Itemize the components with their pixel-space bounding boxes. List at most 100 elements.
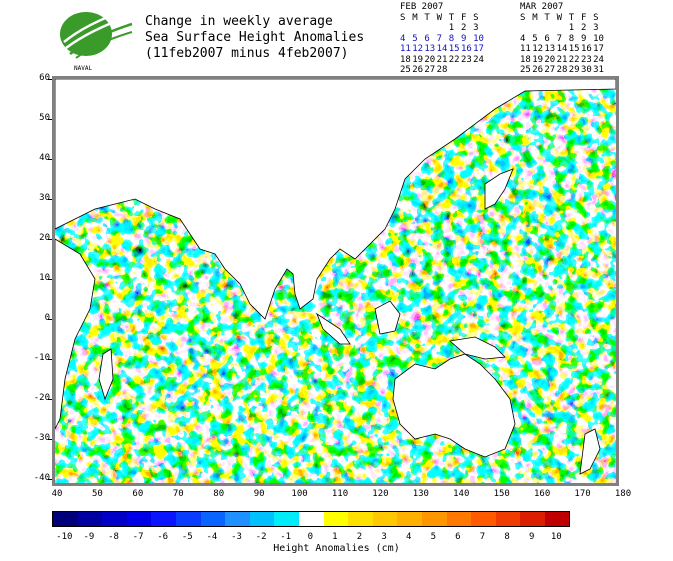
colorbar-swatch xyxy=(102,512,127,526)
longitude-label: 160 xyxy=(534,489,551,499)
latitude-tick xyxy=(48,159,53,160)
colorbar-label: 2 xyxy=(356,532,363,542)
colorbar-label: 4 xyxy=(405,532,412,542)
latitude-label: 40 xyxy=(39,153,50,163)
weekday-label: S xyxy=(593,12,599,23)
weekday-label: F xyxy=(580,12,587,23)
calendar-day xyxy=(520,23,532,34)
colorbar-swatch xyxy=(298,512,324,526)
longitude-label: 130 xyxy=(412,489,429,499)
new-guinea-land xyxy=(449,336,506,360)
eurasia-land xyxy=(55,79,616,320)
calendar-day: 12 xyxy=(412,44,424,54)
weekday-label: S xyxy=(473,12,479,23)
colorbar-label: 8 xyxy=(504,532,510,542)
colorbar-label: 9 xyxy=(528,532,535,542)
colorbar-swatch xyxy=(225,512,250,526)
calendar-day: 26 xyxy=(412,65,424,75)
calendar-day: 28 xyxy=(436,65,448,75)
calendar-day: 23 xyxy=(580,54,592,65)
calendar-day xyxy=(544,23,556,34)
longitude-label: 100 xyxy=(291,489,308,499)
longitude-label: 120 xyxy=(372,489,389,499)
calendar-day xyxy=(412,23,424,34)
calendar-day: 17 xyxy=(593,44,604,54)
colorbar-swatch xyxy=(151,512,176,526)
colorbar-swatch xyxy=(421,512,447,526)
calendar-day: 15 xyxy=(568,44,580,54)
latitude-tick xyxy=(48,119,53,120)
latitude-label: -20 xyxy=(33,393,50,403)
weekday-label: M xyxy=(412,12,418,23)
calendar-day xyxy=(424,23,436,34)
australia-land xyxy=(392,353,516,458)
colorbar-label: 5 xyxy=(430,532,436,542)
latitude-label: -10 xyxy=(33,353,50,363)
colorbar-swatch xyxy=(495,512,521,526)
calendar-day: 24 xyxy=(593,54,604,65)
colorbar-label: -7 xyxy=(132,532,144,542)
calendar-day: 19 xyxy=(532,54,544,65)
sumatra-land xyxy=(316,312,351,345)
calendar-day: 2 xyxy=(460,23,467,33)
calendar-day: 11 xyxy=(520,44,531,54)
latitude-tick xyxy=(48,439,53,440)
longitude-label: 70 xyxy=(172,489,184,499)
title-line-2: Sea Surface Height Anomalies xyxy=(145,30,365,45)
calendar-day: 24 xyxy=(473,54,484,65)
colorbar-swatch xyxy=(323,512,349,526)
calendar-day: 26 xyxy=(532,65,544,75)
colorbar-label: -6 xyxy=(157,532,169,542)
longitude-label: 170 xyxy=(574,489,591,499)
new-zealand-land xyxy=(579,428,601,475)
calendar-week: 4 5 6 7 8 9 10 xyxy=(400,34,485,45)
colorbar-label: -10 xyxy=(56,532,73,542)
calendar-feb: FEB 2007 S M T W T F S 1 2 3 4 5 6 7 8 9 10 11 12 13 14 15 16 17… xyxy=(400,2,485,76)
calendar-day: 22 xyxy=(568,54,580,65)
latitude-label: 50 xyxy=(39,113,50,123)
colorbar-swatch xyxy=(126,512,152,526)
colorbar-swatch xyxy=(249,512,275,526)
latitude-tick xyxy=(48,479,53,480)
weekday-label: W xyxy=(436,12,442,23)
calendar-day xyxy=(400,23,412,34)
calendar-day: 3 xyxy=(593,23,599,33)
longitude-label: 80 xyxy=(213,489,225,499)
calendar-day xyxy=(461,65,473,76)
latitude-tick xyxy=(48,279,53,280)
calendar-day: 8 xyxy=(448,33,455,44)
longitude-label: 50 xyxy=(92,489,103,499)
colorbar-swatch xyxy=(348,512,373,526)
weekday-label: T xyxy=(448,12,455,23)
land-masses xyxy=(55,79,616,475)
colorbar-label: -2 xyxy=(255,532,267,542)
calendar-day: 8 xyxy=(568,33,575,44)
colorbar xyxy=(52,511,571,527)
weekday-label: T xyxy=(544,12,550,23)
colorbar-swatch xyxy=(200,512,226,526)
latitude-label: 0 xyxy=(44,313,50,323)
calendar-week: 11 12 13 14 15 16 17 xyxy=(520,44,605,55)
calendar-day: 7 xyxy=(556,33,562,44)
latitude-label: -30 xyxy=(33,433,50,443)
colorbar-label: 6 xyxy=(455,532,461,542)
weekday-label: T xyxy=(424,12,430,23)
calendar-day: 5 xyxy=(412,33,418,44)
calendar-day: 14 xyxy=(556,44,568,54)
colorbar-swatch xyxy=(544,512,570,526)
map-canvas xyxy=(55,79,616,483)
latitude-tick xyxy=(48,79,53,80)
calendar-day: 31 xyxy=(593,65,604,75)
calendar-day: 18 xyxy=(400,54,411,65)
colorbar-swatch xyxy=(471,512,496,526)
calendar-day: 25 xyxy=(520,65,531,75)
calendar-day: 21 xyxy=(556,54,568,65)
calendar-day: 18 xyxy=(520,54,531,65)
calendar-day: 6 xyxy=(544,33,550,44)
calendar-day xyxy=(437,23,449,34)
calendar-day: 28 xyxy=(556,65,568,75)
calendar-day: 30 xyxy=(580,65,592,75)
latitude-label: 30 xyxy=(39,193,50,203)
